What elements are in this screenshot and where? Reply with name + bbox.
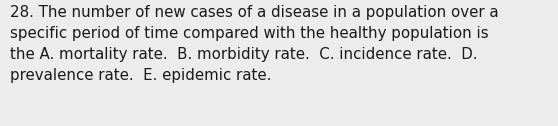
Text: 28. The number of new cases of a disease in a population over a
specific period : 28. The number of new cases of a disease… bbox=[10, 5, 499, 83]
